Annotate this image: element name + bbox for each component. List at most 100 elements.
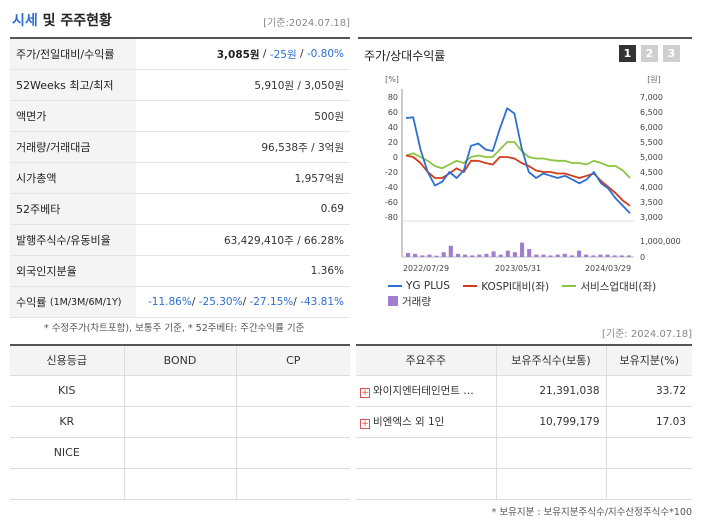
holders-header-pct: 보유지분(%) [606,345,692,376]
returns-label: 수익률 (1M/3M/6M/1Y) [10,287,136,317]
legend-swatch-ygplus [388,285,402,287]
chart-tab-2[interactable]: 2 [641,45,658,62]
volume-bar [520,242,525,257]
holder-name-cell [356,437,497,469]
holder-name-cell[interactable]: + 비엔엑스 외 1인 [356,406,497,438]
right-tick-label: 3,000 [640,213,663,222]
week52-value: 5,910원 / 3,050원 [254,79,344,92]
left-tick-label: -20 [385,168,398,177]
table-row: KR [10,406,350,438]
right-tick-label: 7,000 [640,93,663,102]
legend-item-kospi[interactable]: KOSPI대비(좌) [463,279,549,294]
volume-row: 거래량/거래대금 96,538주 / 3억원 [10,132,350,163]
left-tick-label: 80 [388,93,398,102]
x-tick-label: 2023/05/31 [495,264,541,273]
holder-name[interactable]: 비엔엑스 외 1인 [373,416,445,428]
returns-label-main: 수익률 [16,296,47,309]
legend-swatch-kospi [463,285,478,287]
par-row: 액면가 500원 [10,101,350,132]
series-line-kospi [405,154,631,207]
base-date: [기준:2024.07.18] [263,18,350,29]
volume-bar [477,254,482,257]
price-rate: -0.80% [306,48,344,60]
title-rest: 및 주주현황 [37,13,112,29]
volume-bar [619,255,624,257]
holders-header-row: 주요주주 보유주식수(보통) 보유지분(%) [356,345,692,376]
series-line-service [405,141,631,179]
table-row [10,468,350,500]
left-tick-label: 60 [388,108,398,117]
legend-label-ygplus: YG PLUS [406,280,450,292]
legend-label-volume: 거래량 [402,295,431,308]
holder-pct [606,437,692,469]
shareholding-footnote: * 보유지분 : 보유지분주식수/지수산정주식수*100 [491,507,692,518]
base-date-2: [기준: 2024.07.18] [601,329,692,340]
table-row: KIS [10,375,350,407]
volume-bar [569,255,574,257]
volume-bar [534,254,539,257]
stock-info-table: 주가/전일대비/수익률 3,085원 / -25원 / -0.80% 52Wee… [10,37,350,318]
shares-value: 63,429,410주 / 66.28% [223,234,344,247]
beta-row: 52주베타 0.69 [10,194,350,225]
legend-item-service[interactable]: 서비스업대비(좌) [562,279,656,294]
holder-name[interactable]: 와이지엔터테인먼트 … [373,385,474,397]
holder-name-cell[interactable]: + 와이지엔터테인먼트 … [356,375,497,407]
holder-pct: 33.72 [606,375,692,407]
legend-item-volume[interactable]: 거래량 [388,294,431,309]
right-tick-label: 4,500 [640,168,663,177]
credit-agency [10,468,125,500]
volume-bar [562,253,567,257]
expand-icon[interactable]: + [360,388,370,398]
legend-item-ygplus[interactable]: YG PLUS [388,279,450,294]
beta-label: 52주베타 [10,194,136,224]
table-row [356,468,692,500]
right-unit-label: [원] [647,75,661,84]
beta-value: 0.69 [320,203,344,215]
holder-pct [606,468,692,500]
volume-bar [584,254,589,257]
holder-shares [496,468,607,500]
price-chart: [%] [원] 80 60 40 20 0 -20 -40 -60 -80 7,000 6,500 6,0… [385,75,681,273]
shares-row: 발행주식수/유동비율 63,429,410주 / 66.28% [10,225,350,256]
volume-bar [527,249,532,257]
volume-bar [455,253,460,257]
volume-bar [541,254,546,257]
x-tick-label: 2024/03/29 [585,264,631,273]
credit-agency: NICE [10,437,125,469]
foreign-row: 외국인지분율 1.36% [10,256,350,287]
legend-swatch-volume [388,296,398,306]
volume-bar [598,254,603,257]
x-tick-label: 2022/07/29 [403,264,449,273]
volume-bar [491,251,496,257]
credit-header-row: 신용등급 BOND CP [10,345,350,376]
left-unit-label: [%] [385,75,399,84]
credit-cp [236,375,350,407]
credit-bond [124,468,237,500]
table-row [356,437,692,469]
credit-bond [124,375,237,407]
chart-panel: 주가/상대수익률 1 2 3 [%] [원] 80 60 40 20 0 -20 -40 -60-… [358,37,692,315]
chart-tab-1[interactable]: 1 [619,45,636,62]
holder-shares: 21,391,038 [496,375,607,407]
return-3m: -25.30% [198,296,243,308]
title-highlight: 시세 [12,13,38,29]
volume-bar [413,253,418,257]
right-tick-label: 5,500 [640,138,663,147]
volume-bar [626,255,631,257]
chart-tab-3[interactable]: 3 [663,45,680,62]
return-1y: -43.81% [300,296,344,308]
volume-tick-label: 1,000,000 [640,237,681,246]
volume-bar [406,253,411,257]
holders-header-shares: 보유주식수(보통) [496,345,607,376]
credit-cp [236,437,350,469]
right-tick-label: 3,500 [640,198,663,207]
mcap-value: 1,957억원 [294,172,344,185]
shares-label: 발행주식수/유동비율 [10,225,136,255]
series-line-ygplus [405,107,631,214]
expand-icon[interactable]: + [360,419,370,429]
legend-label-kospi: KOSPI대비(좌) [481,280,550,293]
volume-bar [434,255,439,257]
price-row: 주가/전일대비/수익률 3,085원 / -25원 / -0.80% [10,39,350,70]
volume-bar [448,245,453,257]
legend-swatch-service [562,285,577,287]
